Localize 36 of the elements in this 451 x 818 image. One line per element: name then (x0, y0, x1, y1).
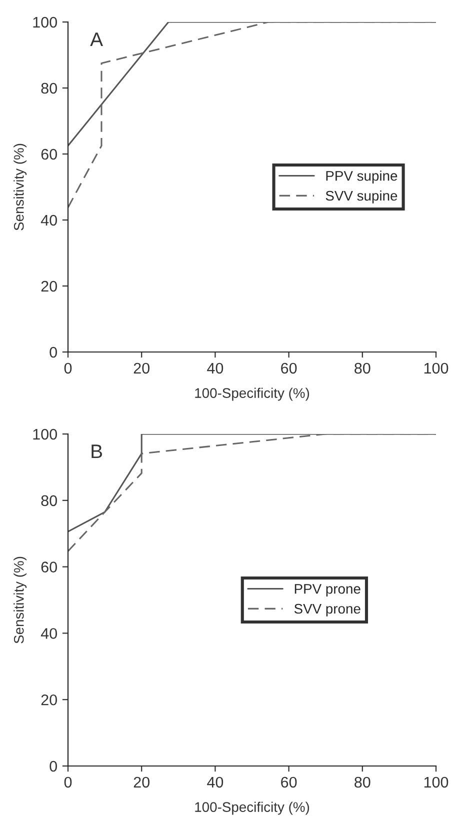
y-tick-label: 80 (41, 82, 57, 94)
y-axis-title: Sensitivity (%) (14, 556, 27, 644)
y-axis-title: Sensitivity (%) (14, 144, 27, 230)
legend-label: PPV prone (294, 584, 360, 597)
legend-label: SVV supine (326, 190, 398, 204)
line-series (68, 434, 436, 552)
x-tick-label: 0 (64, 776, 72, 788)
y-tick-label: 60 (41, 562, 57, 572)
y-tick-label: 60 (41, 148, 57, 160)
line-series (68, 22, 436, 208)
y-tick-label: 20 (41, 280, 57, 292)
y-tick-label: 20 (41, 694, 57, 706)
legend-label: PPV supine (326, 170, 398, 184)
x-tick-label: 60 (281, 776, 297, 788)
y-tick-label: 40 (40, 214, 57, 226)
y-tick-label: 80 (41, 495, 57, 506)
chart-title: A (90, 32, 104, 46)
x-tick-label: 80 (354, 362, 370, 374)
y-tick-label: 40 (40, 628, 57, 639)
x-tick-label: 100 (424, 776, 448, 788)
x-tick-label: 20 (134, 776, 150, 788)
x-tick-label: 0 (64, 362, 72, 374)
x-axis-title: 100-Specificity (%) (195, 388, 310, 401)
chart-title: B (92, 444, 102, 458)
legend-label: SVV prone (294, 604, 360, 616)
y-tick-label: 0 (50, 760, 57, 772)
x-axis-title: 100-Specificity (%) (195, 802, 310, 815)
y-tick-label: 100 (33, 16, 57, 28)
x-tick-label: 40 (207, 776, 224, 788)
x-tick-label: 20 (134, 362, 150, 374)
y-tick-label: 100 (33, 428, 57, 440)
x-tick-label: 100 (424, 362, 448, 374)
x-tick-label: 80 (354, 776, 370, 788)
y-tick-label: 0 (50, 346, 57, 358)
x-tick-label: 60 (281, 362, 297, 374)
x-tick-label: 40 (207, 362, 224, 374)
